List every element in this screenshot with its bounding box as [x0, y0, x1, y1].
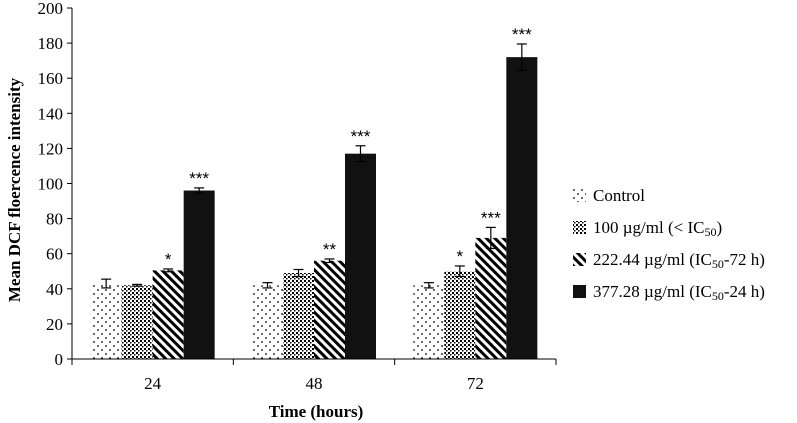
y-tick-label: 0	[55, 350, 64, 369]
y-tick-label: 200	[38, 0, 64, 18]
bar-series: ****************	[90, 25, 538, 359]
bar	[152, 270, 184, 359]
y-tick-label: 60	[46, 245, 63, 264]
legend-label: 100 µg/ml (< IC50)	[593, 218, 722, 239]
y-tick-label: 100	[38, 175, 64, 194]
x-axis-title: Time (hours)	[269, 402, 364, 421]
significance-label: ***	[481, 208, 501, 227]
error-bar	[163, 268, 174, 273]
legend-label: Control	[593, 186, 645, 205]
y-axis: 0 20 40 60 80 100 120 140 160 180 200	[38, 0, 73, 369]
significance-label: ***	[351, 127, 371, 146]
x-tick-label: 24	[144, 374, 162, 393]
bar	[413, 285, 445, 359]
legend: Control 100 µg/ml (< IC50) 222.44 µg/ml (I…	[573, 186, 765, 303]
x-axis: 24 48 72	[71, 358, 557, 393]
bar	[314, 260, 345, 359]
error-bar	[324, 258, 335, 264]
bar	[183, 190, 215, 359]
x-tick-label: 72	[467, 374, 484, 393]
error-bar	[516, 43, 527, 71]
y-tick-label: 20	[46, 315, 63, 334]
error-bar	[194, 187, 205, 194]
error-bar	[355, 145, 366, 163]
bar	[345, 153, 376, 359]
x-tick-label: 48	[306, 374, 323, 393]
significance-label: ***	[512, 25, 532, 44]
legend-label: 222.44 µg/ml (IC50-72 h)	[593, 250, 765, 271]
error-bar	[423, 282, 434, 289]
y-tick-label: 180	[38, 34, 64, 53]
bar	[121, 285, 153, 359]
y-tick-label: 40	[46, 280, 63, 299]
significance-label: *	[457, 247, 464, 266]
legend-entry: 100 µg/ml (< IC50)	[573, 218, 722, 239]
significance-label: ***	[189, 169, 209, 188]
legend-entry: 222.44 µg/ml (IC50-72 h)	[573, 250, 765, 271]
legend-swatch	[573, 253, 586, 266]
error-bar	[132, 283, 143, 287]
error-bar	[485, 226, 496, 250]
legend-swatch	[573, 189, 586, 202]
bar	[506, 57, 538, 359]
legend-swatch	[573, 285, 586, 298]
y-tick-label: 140	[38, 104, 64, 123]
significance-label: **	[323, 240, 337, 259]
legend-entry: Control	[573, 186, 645, 205]
bar	[475, 237, 507, 359]
legend-swatch	[573, 221, 586, 234]
error-bar	[101, 278, 112, 289]
y-tick-label: 160	[38, 69, 64, 88]
y-tick-label: 120	[38, 139, 64, 158]
legend-entry: 377.28 µg/ml (IC50-24 h)	[573, 282, 765, 303]
legend-label: 377.28 µg/ml (IC50-24 h)	[593, 282, 765, 303]
significance-label: *	[165, 250, 172, 269]
bar	[444, 271, 476, 359]
bar	[90, 283, 122, 359]
error-bar	[454, 265, 465, 278]
error-bar	[262, 282, 273, 289]
y-axis-title: Mean DCF floercence intensity	[5, 77, 24, 302]
error-bar	[293, 268, 304, 278]
bar	[283, 273, 314, 359]
bar	[252, 285, 283, 359]
y-tick-label: 80	[46, 210, 63, 229]
